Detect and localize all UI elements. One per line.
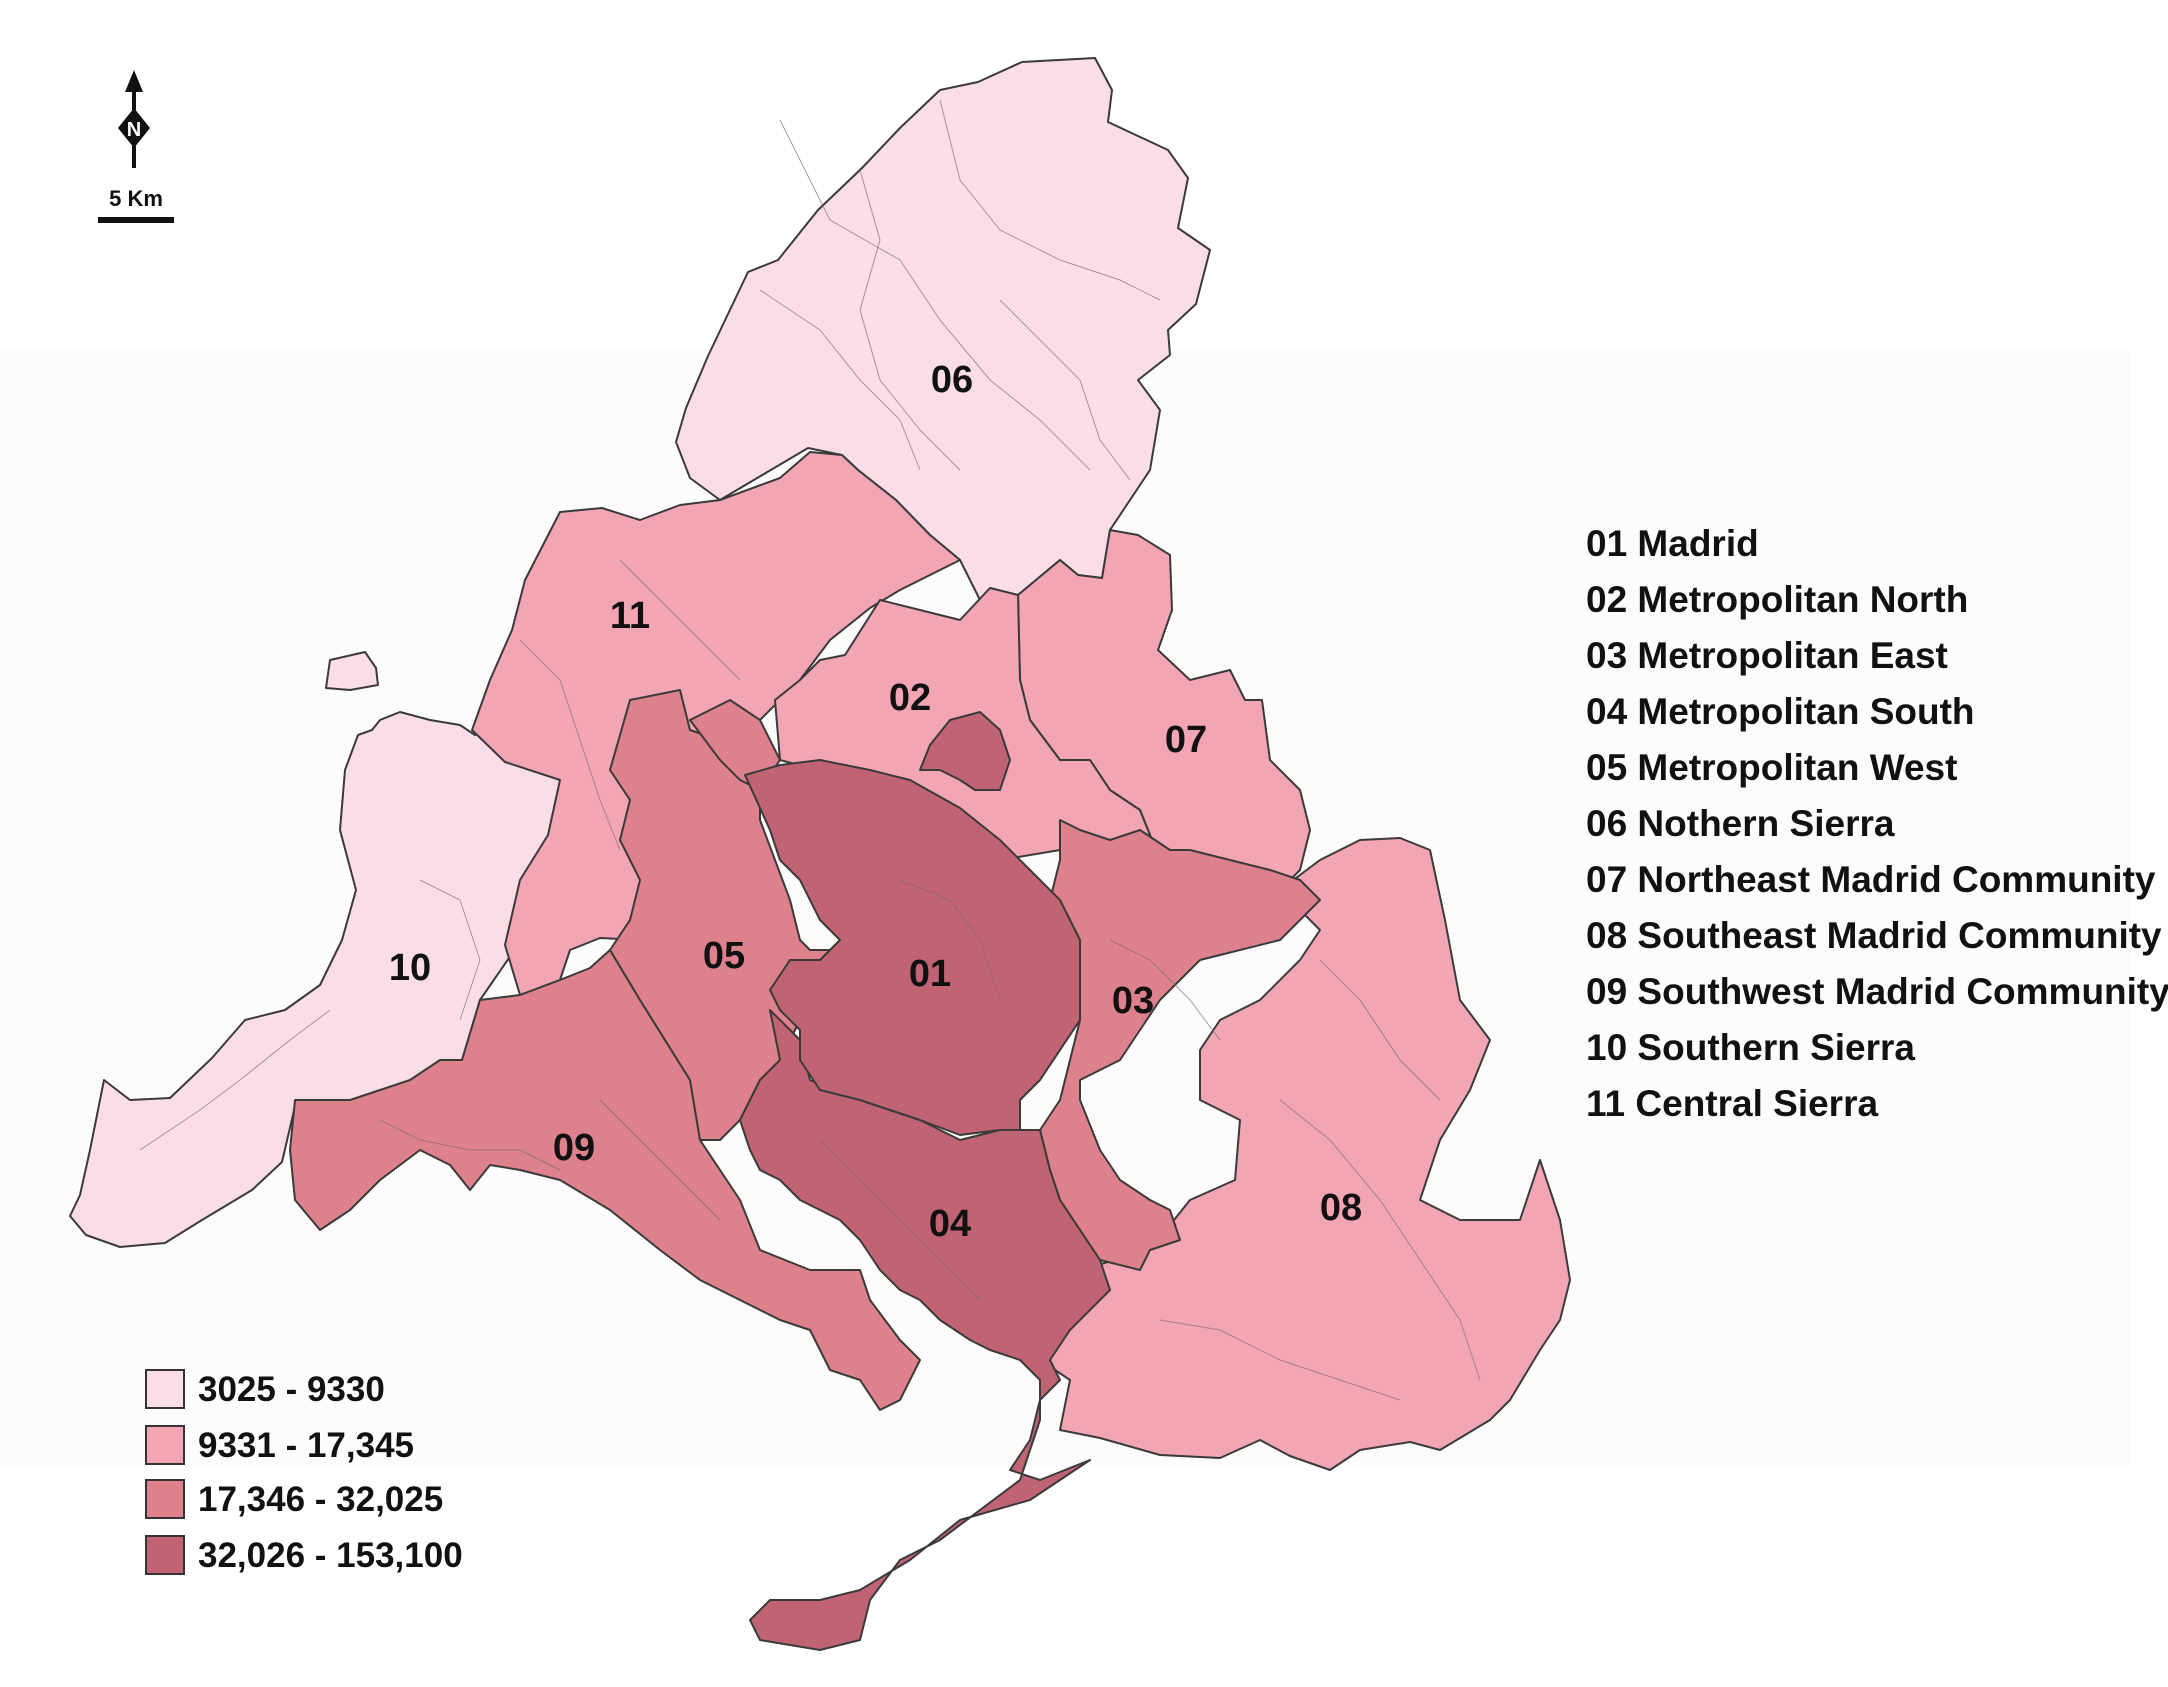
region-key: 01 Madrid 02 Metropolitan North 03 Metro… — [1586, 523, 2168, 1124]
region-label-10: 10 — [389, 947, 431, 989]
region-label-11: 11 — [610, 595, 650, 637]
legend-swatch-1 — [145, 1369, 185, 1409]
north-letter: N — [127, 119, 141, 141]
key-line-03: 03 Metropolitan East — [1586, 635, 1948, 676]
municipal-boundaries — [139, 99, 1481, 1401]
region-04-metropolitan-south[interactable] — [739, 1009, 1111, 1651]
legend-swatch-2 — [145, 1425, 185, 1465]
region-labels: 01 02 03 04 05 06 07 08 09 10 11 — [389, 359, 1362, 1245]
key-line-07: 07 Northeast Madrid Community — [1586, 859, 2156, 900]
region-08-southeast[interactable] — [1039, 837, 1571, 1471]
key-line-11: 11 Central Sierra — [1586, 1083, 1878, 1124]
north-arrow-icon: N — [118, 70, 150, 168]
region-10-islet[interactable] — [325, 651, 379, 691]
legend-swatch-4 — [145, 1535, 185, 1575]
legend-label-2: 9331 - 17,345 — [198, 1426, 414, 1465]
region-03-metropolitan-east[interactable] — [1039, 819, 1321, 1271]
region-09-southwest[interactable] — [289, 949, 921, 1411]
legend: 3025 - 9330 9331 - 17,345 17,346 - 32,02… — [145, 1369, 463, 1575]
key-line-02: 02 Metropolitan North — [1586, 579, 1968, 620]
region-label-04: 04 — [929, 1203, 971, 1245]
region-01-northern-spur[interactable] — [919, 711, 1011, 791]
legend-label-3: 17,346 - 32,025 — [198, 1480, 443, 1519]
legend-label-4: 32,026 - 153,100 — [198, 1536, 463, 1575]
legend-label-1: 3025 - 9330 — [198, 1370, 385, 1409]
region-label-08: 08 — [1320, 1187, 1362, 1229]
region-label-01: 01 — [909, 953, 951, 995]
key-line-05: 05 Metropolitan West — [1586, 747, 1957, 788]
region-label-03: 03 — [1112, 980, 1154, 1022]
region-label-06: 06 — [931, 359, 973, 401]
region-label-05: 05 — [703, 935, 745, 977]
legend-swatch-3 — [145, 1479, 185, 1519]
regions-layer — [69, 57, 1571, 1651]
region-label-07: 07 — [1165, 719, 1207, 761]
key-line-04: 04 Metropolitan South — [1586, 691, 1975, 732]
key-line-01: 01 Madrid — [1586, 523, 1759, 564]
key-line-08: 08 Southeast Madrid Community — [1586, 915, 2162, 956]
region-01-madrid[interactable] — [744, 759, 1081, 1136]
region-label-09: 09 — [553, 1127, 595, 1169]
scale-bar: 5 Km — [98, 186, 174, 223]
scale-bar-label: 5 Km — [109, 186, 163, 211]
region-label-02: 02 — [889, 677, 931, 719]
key-line-09: 09 Southwest Madrid Community — [1586, 971, 2168, 1012]
key-line-06: 06 Nothern Sierra — [1586, 803, 1895, 844]
key-line-10: 10 Southern Sierra — [1586, 1027, 1915, 1068]
